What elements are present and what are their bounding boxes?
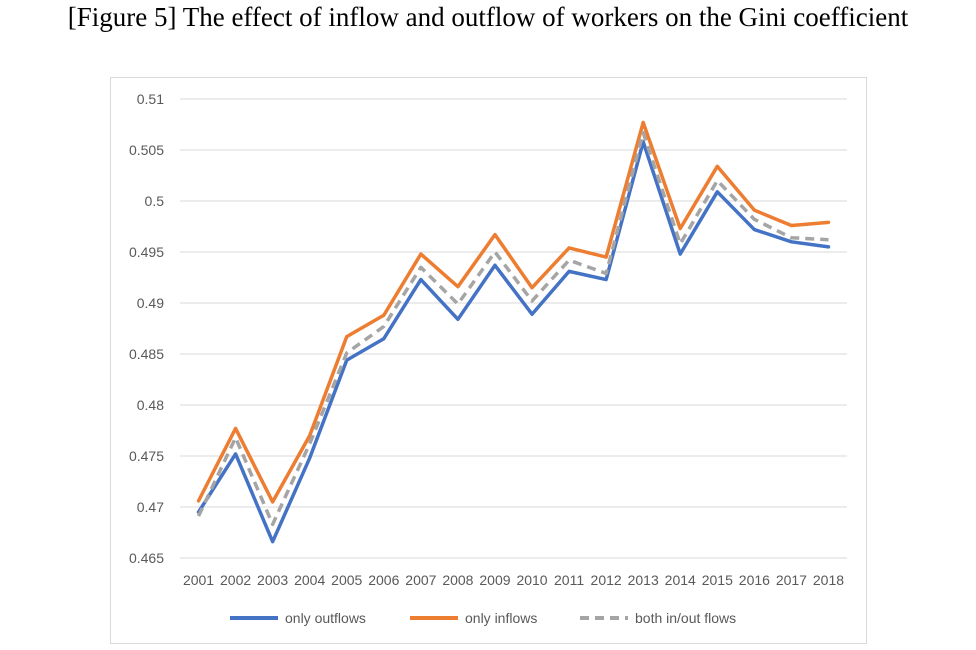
x-axis-tick-labels: 2001 2002 2003 2004 2005 2006 2007 2008 2009 2010… <box>183 572 844 588</box>
chart-area <box>110 77 867 644</box>
legend: only outflows only inflows both in/out flo… <box>230 610 736 626</box>
gridlines <box>180 98 847 559</box>
y-tick-label: 0.47 <box>137 499 164 515</box>
series-line-only-outflows <box>196 140 831 544</box>
x-tick-label: 2003 <box>257 572 288 588</box>
figure-title: [Figure 5] The effect of inflow and outf… <box>67 2 909 32</box>
x-tick-label: 2016 <box>739 572 770 588</box>
x-tick-label: 2014 <box>665 572 696 588</box>
x-tick-label: 2009 <box>479 572 510 588</box>
y-tick-label: 0.485 <box>129 346 164 362</box>
y-tick-label: 0.475 <box>129 448 164 464</box>
x-tick-label: 2002 <box>220 572 251 588</box>
x-tick-label: 2018 <box>813 572 844 588</box>
x-tick-label: 2010 <box>516 572 547 588</box>
x-tick-label: 2004 <box>294 572 325 588</box>
x-tick-label: 2013 <box>628 572 659 588</box>
y-tick-label: 0.51 <box>137 91 164 107</box>
legend-label: both in/out flows <box>635 610 736 626</box>
x-tick-label: 2007 <box>405 572 436 588</box>
x-tick-label: 2008 <box>442 572 473 588</box>
x-tick-label: 2006 <box>368 572 399 588</box>
x-tick-label: 2012 <box>591 572 622 588</box>
series-lines <box>196 120 831 544</box>
series-line-both-in-out-flows <box>196 130 829 527</box>
x-tick-label: 2011 <box>554 572 584 588</box>
x-tick-label: 2017 <box>776 572 807 588</box>
legend-label: only inflows <box>465 610 537 626</box>
y-tick-label: 0.465 <box>129 550 164 566</box>
x-tick-label: 2001 <box>183 572 214 588</box>
y-tick-label: 0.505 <box>129 142 164 158</box>
y-tick-label: 0.48 <box>137 397 164 413</box>
y-axis-tick-labels: 0.465 0.47 0.475 0.48 0.485 0.49 0.495 0.5 0.505… <box>129 91 164 566</box>
x-tick-label: 2015 <box>702 572 733 588</box>
x-tick-label: 2005 <box>331 572 362 588</box>
y-tick-label: 0.5 <box>145 193 165 209</box>
legend-label: only outflows <box>285 610 366 626</box>
y-tick-label: 0.495 <box>129 244 164 260</box>
y-tick-label: 0.49 <box>137 295 164 311</box>
series-line-only-inflows <box>196 120 831 504</box>
